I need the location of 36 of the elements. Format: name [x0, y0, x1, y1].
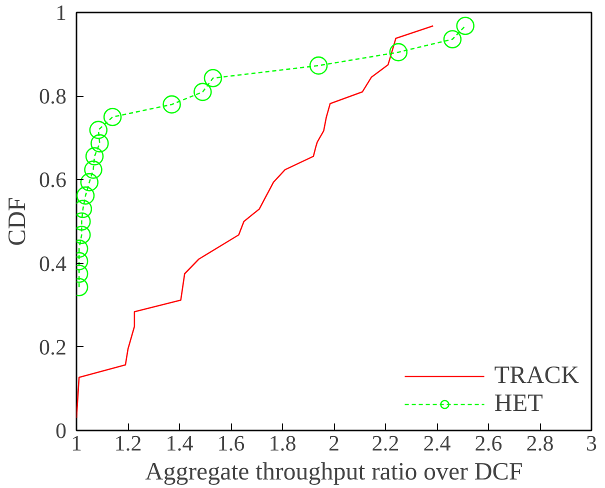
- point: [309, 56, 328, 75]
- point: [89, 120, 108, 140]
- point: [194, 82, 212, 102]
- y-tick-label: 0.8: [39, 84, 66, 109]
- point: [456, 16, 474, 36]
- y-tick-label: 0.4: [39, 250, 66, 276]
- x-axis-title: Aggregate throughput ratio over DCF: [145, 458, 523, 486]
- x-tick-label: 1.4: [166, 430, 194, 456]
- x-tick-label: 2.6: [474, 430, 502, 456]
- point: [85, 147, 104, 166]
- x-tick-label: 1: [71, 430, 82, 456]
- y-tick-label: 1: [56, 0, 66, 25]
- point: [84, 160, 102, 179]
- point: [103, 108, 122, 126]
- x-tick-label: 1.6: [217, 430, 245, 456]
- legend-label: TRACK: [494, 362, 579, 390]
- legend-label: HET: [494, 390, 543, 418]
- point: [443, 30, 462, 48]
- point: [389, 43, 408, 62]
- point: [204, 68, 222, 88]
- x-tick-label: 1.2: [114, 430, 142, 456]
- line-series: [76, 25, 434, 419]
- y-tick-label: 0: [56, 418, 66, 443]
- y-tick-label: 0.6: [39, 167, 66, 192]
- x-tick-label: 2.4: [423, 430, 451, 456]
- point: [162, 95, 181, 114]
- x-tick-label: 2: [328, 430, 340, 456]
- point: [80, 173, 99, 192]
- y-axis-title: CDF: [4, 197, 31, 246]
- x-tick-label: 2.2: [372, 430, 400, 456]
- x-tick-label: 3: [586, 430, 597, 456]
- x-tick-label: 1.8: [268, 430, 296, 456]
- y-tick-label: 0.2: [39, 334, 66, 360]
- point: [76, 186, 95, 205]
- x-tick-label: 2.8: [526, 430, 554, 456]
- point: [90, 134, 109, 152]
